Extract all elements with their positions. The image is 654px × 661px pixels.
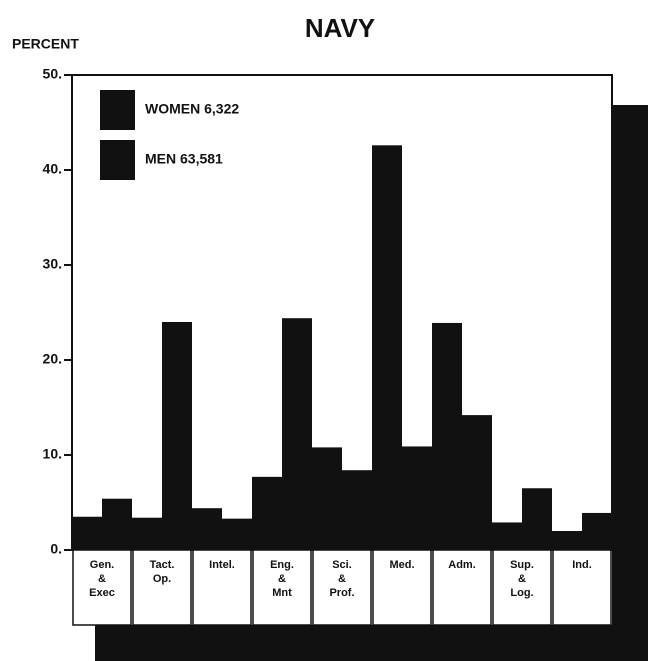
bar — [342, 470, 372, 550]
y-axis-label: PERCENT — [12, 36, 79, 52]
category-box — [132, 549, 192, 626]
y-tick-label: 20. — [43, 351, 62, 367]
x-tick-label: Gen. & Exec — [89, 559, 115, 599]
bar — [552, 531, 582, 550]
legend-label: WOMEN 6,322 — [145, 101, 239, 117]
x-tick-label: Sci. & Prof. — [329, 559, 355, 599]
bar — [462, 415, 492, 550]
bar — [192, 508, 222, 550]
category-box — [192, 549, 252, 626]
bar — [402, 446, 432, 550]
bar — [102, 498, 132, 550]
legend-label: MEN 63,581 — [145, 151, 223, 167]
bar — [222, 518, 252, 550]
x-tick-label: Eng. & Mnt — [270, 559, 294, 599]
category-box — [552, 549, 612, 626]
y-tick-label: 40. — [43, 161, 62, 177]
x-tick-label: Tact. Op. — [149, 559, 175, 585]
category-box — [372, 549, 432, 626]
bar — [132, 517, 162, 550]
bar — [492, 522, 522, 550]
category-box — [492, 549, 552, 626]
bar — [432, 322, 462, 550]
bar — [372, 145, 402, 551]
category-box — [312, 549, 372, 626]
bar — [522, 488, 552, 550]
chart-title: NAVY — [305, 13, 375, 43]
legend-swatch — [100, 140, 135, 180]
shadow — [95, 625, 648, 661]
y-tick-label: 30. — [43, 256, 62, 272]
bar — [282, 318, 312, 550]
x-tick-label: Med. — [389, 559, 415, 571]
shadow — [612, 105, 648, 661]
category-box — [252, 549, 312, 626]
x-tick-label: Sup. & Log. — [510, 559, 534, 599]
bar — [162, 322, 192, 550]
category-box — [432, 549, 492, 626]
bar — [312, 447, 342, 550]
x-tick-label: Intel. — [209, 559, 235, 571]
bar — [252, 476, 282, 550]
legend-swatch — [100, 90, 135, 130]
x-tick-label: Adm. — [448, 559, 476, 571]
x-tick-label: Ind. — [572, 559, 592, 571]
y-tick-label: 50. — [43, 66, 62, 82]
y-tick-label: 10. — [43, 446, 62, 462]
bar — [72, 516, 102, 550]
bar — [582, 512, 612, 550]
y-tick-label: 0. — [50, 541, 62, 557]
